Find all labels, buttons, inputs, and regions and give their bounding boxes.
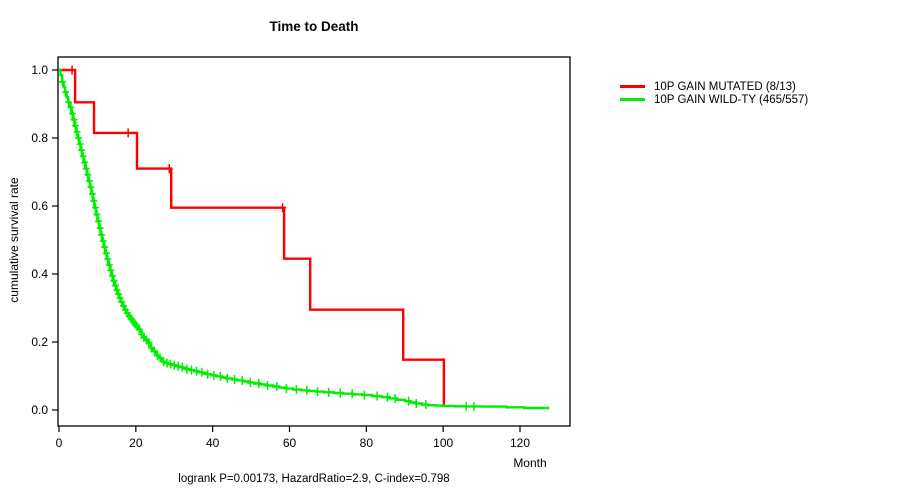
legend-label-wildtype: 10P GAIN WILD-TY (465/557)	[654, 93, 809, 106]
y-tick-label: 0.6	[31, 199, 48, 213]
x-tick-label: 60	[283, 436, 297, 450]
censor-marks	[68, 65, 287, 213]
stats-annotation: logrank P=0.00173, HazardRatio=2.9, C-in…	[178, 473, 450, 485]
wildtype-curve-group	[58, 68, 550, 411]
plot-frame	[57, 56, 571, 427]
legend-line-red	[620, 85, 645, 88]
legend: 10P GAIN MUTATED (8/13) 10P GAIN WILD-TY…	[620, 80, 808, 106]
y-tick-label: 0.0	[31, 403, 48, 417]
mutated-curve-group	[59, 65, 446, 407]
green-survival-curve	[59, 68, 550, 410]
legend-label-mutated: 10P GAIN MUTATED (8/13)	[654, 80, 796, 93]
legend-item-wildtype: 10P GAIN WILD-TY (465/557)	[620, 93, 808, 106]
x-tick-label: 0	[56, 436, 63, 450]
x-axis-label: Month	[513, 456, 547, 470]
y-axis-ticks: 0.0 0.2 0.4 0.6 0.8 1.0	[31, 63, 58, 417]
legend-item-mutated: 10P GAIN MUTATED (8/13)	[620, 80, 808, 93]
y-tick-label: 0.4	[31, 267, 48, 281]
x-tick-label: 100	[433, 436, 453, 450]
x-tick-label: 40	[206, 436, 220, 450]
legend-line-green	[620, 98, 645, 101]
x-tick-label: 120	[510, 436, 530, 450]
censor-marks	[58, 77, 478, 411]
x-tick-label: 20	[129, 436, 143, 450]
x-tick-label: 80	[360, 436, 374, 450]
y-tick-label: 0.8	[31, 131, 48, 145]
chart-title: Time to Death	[269, 19, 359, 34]
red-survival-curve	[59, 68, 446, 407]
y-tick-label: 0.2	[31, 335, 48, 349]
x-axis-ticks: 0 20 40 60 80 100 120	[56, 426, 530, 450]
y-tick-label: 1.0	[31, 63, 48, 77]
